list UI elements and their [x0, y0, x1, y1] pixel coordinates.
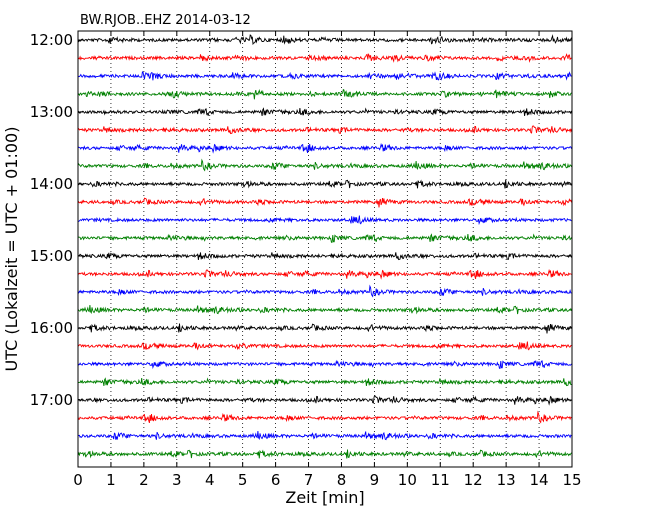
trace-line — [77, 53, 572, 63]
trace-line — [77, 449, 572, 459]
x-tick-label: 10 — [398, 471, 417, 489]
trace-line — [77, 233, 572, 243]
y-tick-label: 16:00 — [30, 319, 73, 337]
x-tick-label: 4 — [205, 471, 215, 489]
trace-line — [77, 197, 572, 208]
x-tick-label: 9 — [370, 471, 380, 489]
trace-line — [77, 341, 572, 351]
axis-ticks: 0 1 2 3 4 5 6 7 8 9 10 11 12 13 14 1512:0013:0014:0015:… — [30, 31, 582, 489]
x-tick-label: 11 — [431, 471, 450, 489]
y-tick-label: 17:00 — [30, 391, 73, 409]
x-tick-label: 3 — [172, 471, 182, 489]
trace-line — [77, 284, 572, 298]
chart-title: BW.RJOB..EHZ 2014-03-12 — [80, 13, 251, 28]
trace-line — [77, 305, 572, 315]
seismic-traces — [77, 34, 572, 459]
trace-line — [77, 377, 572, 387]
trace-line — [77, 71, 572, 81]
x-tick-label: 8 — [337, 471, 347, 489]
x-axis-label: Zeit [min] — [285, 488, 364, 507]
x-tick-label: 5 — [238, 471, 248, 489]
trace-line — [77, 252, 572, 261]
trace-line — [77, 158, 572, 172]
x-tick-label: 6 — [271, 471, 281, 489]
x-tick-label: 13 — [497, 471, 516, 489]
x-tick-label: 14 — [530, 471, 549, 489]
x-tick-label: 7 — [304, 471, 314, 489]
x-tick-label: 2 — [139, 471, 149, 489]
trace-line — [77, 431, 572, 441]
y-tick-label: 12:00 — [30, 31, 73, 49]
y-tick-label: 15:00 — [30, 247, 73, 265]
trace-line — [77, 268, 572, 280]
trace-line — [77, 395, 572, 406]
trace-line — [77, 359, 572, 370]
trace-line — [77, 88, 572, 100]
grid-lines — [110, 31, 540, 467]
trace-line — [77, 410, 572, 424]
x-tick-label: 0 — [73, 471, 83, 489]
y-axis-label: UTC (Lokalzeit = UTC + 01:00) — [2, 127, 21, 372]
trace-line — [77, 323, 572, 334]
y-tick-label: 13:00 — [30, 103, 73, 121]
x-tick-label: 12 — [464, 471, 483, 489]
x-tick-label: 15 — [562, 471, 581, 489]
trace-line — [77, 142, 572, 154]
x-tick-label: 1 — [106, 471, 116, 489]
plot-frame — [77, 30, 573, 468]
y-tick-label: 14:00 — [30, 175, 73, 193]
trace-line — [77, 179, 572, 189]
trace-line — [77, 125, 572, 135]
trace-line — [77, 107, 572, 116]
trace-line — [77, 215, 572, 226]
trace-line — [77, 34, 572, 46]
